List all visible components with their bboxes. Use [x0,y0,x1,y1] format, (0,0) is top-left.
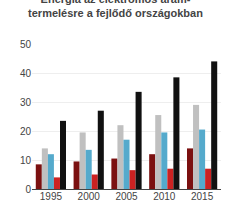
svg-text:1995: 1995 [40,191,63,202]
svg-text:30: 30 [20,97,32,108]
svg-text:2005: 2005 [115,191,138,202]
svg-text:0: 0 [25,184,31,195]
svg-text:10: 10 [20,155,32,166]
svg-text:20: 20 [20,126,32,137]
svg-text:2000: 2000 [78,191,101,202]
svg-text:Energia az elektromos áram-ter: Energia az elektromos áram-termelésre a … [28,0,203,19]
svg-text:2015: 2015 [191,191,214,202]
svg-text:50: 50 [20,39,32,50]
svg-text:40: 40 [20,68,32,79]
svg-text:2010: 2010 [153,191,176,202]
